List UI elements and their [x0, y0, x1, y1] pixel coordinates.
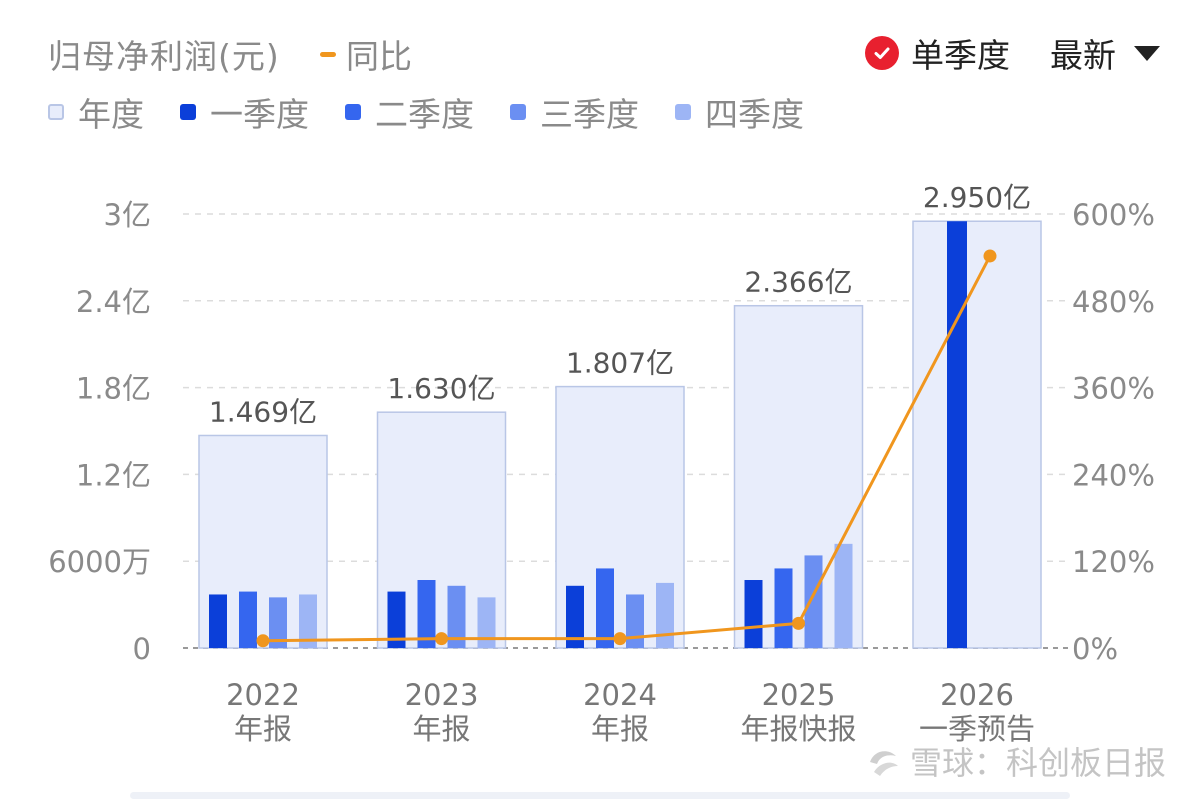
bar-annual-value-label: 2.950亿 [923, 181, 1031, 214]
legend-swatch-q2 [345, 104, 361, 120]
x-axis-tick-report: 年报 [234, 712, 292, 746]
snowball-logo-icon [869, 751, 898, 776]
y-axis-left-tick: 1.2亿 [76, 458, 151, 492]
legend-swatch-q4 [675, 104, 691, 120]
x-axis-tick-year: 2025 [762, 678, 836, 712]
yoy-point [435, 632, 448, 646]
x-axis-tick-year: 2024 [583, 678, 657, 712]
y-axis-right-tick: 0% [1072, 632, 1118, 666]
bar-三季度 [804, 555, 823, 648]
bar-四季度 [834, 543, 853, 648]
legend-q2[interactable]: 二季度 [345, 88, 474, 136]
bar-annual-value-label: 1.630亿 [387, 372, 495, 405]
legend-yoy-label: 同比 [346, 37, 412, 76]
legend-swatch-q3 [510, 104, 526, 120]
chart-legend: 年度 一季度 二季度 三季度 四季度 [48, 88, 840, 136]
x-axis-tick-report: 年报快报 [740, 712, 856, 746]
bar-一季度 [947, 221, 967, 648]
sort-dropdown[interactable]: 最新 [1050, 36, 1116, 75]
bar-四季度 [656, 582, 674, 648]
yoy-point [983, 249, 997, 263]
y-axis-left-tick: 2.4亿 [76, 285, 151, 319]
x-axis-tick-year: 2026 [940, 678, 1014, 712]
single-quarter-toggle[interactable]: 单季度 [911, 36, 1010, 75]
bar-二季度 [774, 568, 793, 648]
bar-三季度 [269, 597, 287, 648]
bar-一季度 [566, 585, 584, 648]
bar-一季度 [744, 580, 763, 648]
x-axis-tick-year: 2023 [405, 678, 479, 712]
y-axis-left-tick: 6000万 [48, 545, 151, 579]
y-axis-right-tick: 360% [1072, 372, 1155, 406]
bar-annual-value-label: 1.807亿 [566, 347, 674, 380]
chart-title: 归母净利润(元) [48, 37, 280, 76]
bar-三季度 [447, 585, 466, 648]
bar-二季度 [596, 568, 614, 648]
legend-label-annual: 年度 [78, 95, 144, 134]
legend-yoy[interactable]: 同比 [320, 30, 412, 78]
legend-annual[interactable]: 年度 [48, 88, 144, 136]
legend-swatch-annual [48, 104, 64, 120]
y-axis-right-tick: 600% [1072, 198, 1155, 232]
bar-annual-value-label: 2.366亿 [744, 266, 852, 299]
chart-header: 归母净利润(元) 同比 单季度 最新 [48, 28, 1160, 78]
bar-annual-value-label: 1.469亿 [209, 395, 317, 428]
legend-q3[interactable]: 三季度 [510, 88, 639, 136]
yoy-point [613, 632, 627, 646]
x-axis-tick-year: 2022 [226, 678, 300, 712]
legend-q4[interactable]: 四季度 [675, 88, 804, 136]
watermark: 雪球：科创板日报 [864, 738, 1166, 784]
chart-controls: 单季度 最新 [865, 28, 1160, 78]
bar-四季度 [477, 597, 496, 648]
caret-down-icon[interactable] [1134, 45, 1160, 61]
bar-二季度 [239, 591, 257, 648]
check-circle-icon[interactable] [865, 36, 899, 70]
y-axis-right-tick: 480% [1072, 285, 1155, 319]
legend-swatch-q1 [180, 104, 196, 120]
legend-label-q4: 四季度 [705, 95, 804, 134]
y-axis-right-tick: 240% [1072, 458, 1155, 492]
y-axis-left-tick: 1.8亿 [76, 372, 151, 406]
y-axis-left-tick: 0 [133, 632, 151, 666]
yoy-point [256, 634, 270, 648]
watermark-text: 雪球：科创板日报 [909, 744, 1166, 782]
bar-二季度 [417, 580, 436, 648]
legend-label-q1: 一季度 [210, 95, 309, 134]
y-axis-left-tick: 3亿 [104, 198, 151, 232]
bar-三季度 [626, 594, 644, 648]
bar-一季度 [209, 594, 227, 648]
yoy-point [792, 616, 805, 630]
legend-q1[interactable]: 一季度 [180, 88, 309, 136]
bar-四季度 [299, 594, 317, 648]
x-axis-tick-report: 年报 [591, 712, 649, 746]
legend-label-q3: 三季度 [540, 95, 639, 134]
yoy-line-swatch [320, 51, 336, 57]
y-axis-right-tick: 120% [1072, 545, 1155, 579]
x-axis-tick-report: 一季预告 [919, 712, 1035, 746]
bar-一季度 [387, 591, 406, 648]
legend-label-q2: 二季度 [375, 95, 474, 134]
x-axis-tick-report: 年报 [412, 712, 470, 746]
bottom-panel-edge [130, 792, 1070, 799]
bar-annual [912, 220, 1042, 649]
